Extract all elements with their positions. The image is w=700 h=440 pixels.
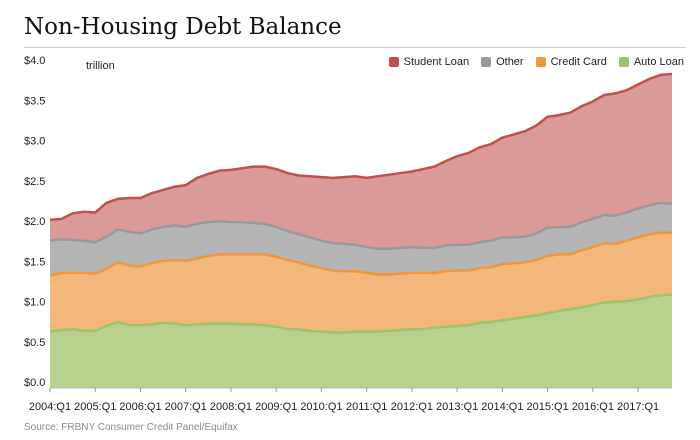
- legend-item-other: Other: [481, 56, 524, 68]
- y-tick-label: $2.5: [24, 176, 45, 188]
- legend: Student Loan Other Credit Card Auto Loan: [388, 56, 684, 68]
- y-tick-label: $3.5: [24, 95, 45, 107]
- line-auto-loan: [49, 293, 673, 334]
- x-tick-label: 2010:Q1: [300, 401, 342, 413]
- x-tick-label: 2012:Q1: [391, 401, 433, 413]
- y-tick-label: $1.0: [24, 297, 45, 309]
- legend-label-student-loan: Student Loan: [403, 56, 470, 68]
- legend-swatch-auto-loan: [618, 57, 629, 67]
- legend-item-credit-card: Credit Card: [535, 56, 607, 68]
- area-other: [50, 202, 672, 276]
- legend-swatch-other: [481, 57, 492, 67]
- x-tick-label: 2011:Q1: [346, 401, 387, 413]
- y-tick-label: $3.0: [24, 136, 45, 148]
- x-tick-label: 2014:Q1: [481, 401, 523, 413]
- y-tick-label: $4.0: [24, 55, 45, 67]
- y-tick-label: $1.5: [24, 256, 45, 268]
- y-axis-unit-label: trillion: [86, 60, 115, 72]
- x-tick-label: 2007:Q1: [165, 401, 207, 413]
- line-student-loan: [49, 72, 673, 222]
- area-auto-loan: [50, 294, 672, 388]
- y-tick-label: $0.0: [24, 377, 45, 389]
- legend-label-other: Other: [496, 56, 524, 68]
- title-divider: [24, 47, 686, 48]
- line-credit-card: [49, 231, 672, 277]
- x-tick-label: 2004:Q1: [29, 401, 71, 413]
- x-tick-label: 2016:Q1: [572, 401, 614, 413]
- source-note: Source: FRBNY Consumer Credit Panel/Equi…: [24, 422, 238, 433]
- x-tick-label: 2008:Q1: [210, 401, 252, 413]
- line-other: [49, 201, 673, 250]
- legend-label-credit-card: Credit Card: [550, 56, 607, 68]
- x-tick-label: 2005:Q1: [74, 401, 116, 413]
- legend-item-auto-loan: Auto Loan: [618, 56, 684, 68]
- y-tick-label: $2.0: [24, 216, 45, 228]
- x-tick-label: 2013:Q1: [436, 401, 478, 413]
- legend-label-auto-loan: Auto Loan: [633, 56, 684, 68]
- chart-title: Non-Housing Debt Balance: [24, 14, 342, 40]
- legend-swatch-credit-card: [535, 57, 546, 67]
- x-tick-label: 2017:Q1: [617, 401, 659, 413]
- legend-item-student-loan: Student Loan: [388, 56, 470, 68]
- x-tick-label: 2009:Q1: [255, 401, 297, 413]
- x-tick-label: 2006:Q1: [119, 401, 161, 413]
- x-tick-label: 2015:Q1: [526, 401, 568, 413]
- y-tick-label: $0.5: [24, 337, 45, 349]
- legend-swatch-student-loan: [388, 57, 399, 67]
- area-student-loan: [50, 74, 672, 249]
